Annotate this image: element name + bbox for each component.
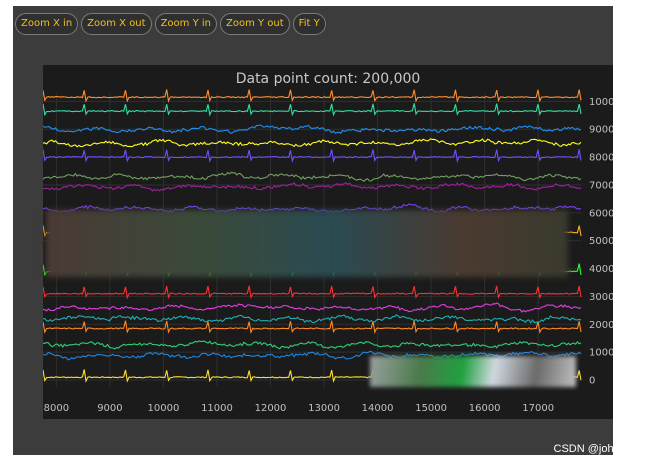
series-line <box>43 171 582 182</box>
series-line <box>43 89 582 104</box>
fit-y-button[interactable]: Fit Y <box>292 13 326 35</box>
y-tick-label: 10000 <box>589 97 613 108</box>
x-tick-label: 15000 <box>415 403 447 414</box>
x-tick-label: 12000 <box>255 403 287 414</box>
series-line <box>43 350 582 361</box>
series-line <box>43 103 582 117</box>
y-tick-label: 4000 <box>589 264 613 275</box>
series-line <box>43 138 582 148</box>
zoom-y-in-button[interactable]: Zoom Y in <box>154 13 217 35</box>
y-tick-label: 9000 <box>589 125 613 136</box>
plot-svg[interactable]: 8000 9000 10000 11000 12000 13000 14000 15000 16… <box>43 65 613 419</box>
chart-title: Data point count: 200,000 <box>235 71 421 87</box>
redacted-overlay-image <box>369 356 576 387</box>
series-line <box>43 320 582 335</box>
y-tick-label: 7000 <box>589 180 613 191</box>
x-tick-label: 17000 <box>522 403 554 414</box>
y-tick-label: 3000 <box>589 292 613 303</box>
series-line <box>43 340 582 350</box>
toolbar: Zoom X in Zoom X out Zoom Y in Zoom Y ou… <box>15 13 326 35</box>
y-tick-label: 5000 <box>589 236 613 247</box>
series-line <box>43 285 582 300</box>
y-tick-label: 6000 <box>589 208 613 219</box>
series-line <box>43 182 582 192</box>
x-tick-label: 8000 <box>44 403 69 414</box>
x-tick-label: 13000 <box>308 403 340 414</box>
x-tick-label: 10000 <box>148 403 180 414</box>
x-tick-label: 9000 <box>97 403 122 414</box>
chart-area[interactable]: 8000 9000 10000 11000 12000 13000 14000 15000 16… <box>43 65 613 419</box>
watermark: CSDN @john_dwh <box>553 443 647 455</box>
y-tick-label: 1000 <box>589 348 613 359</box>
zoom-y-out-button[interactable]: Zoom Y out <box>220 13 290 35</box>
y-tick-label: 2000 <box>589 320 613 331</box>
redacted-overlay <box>45 210 568 277</box>
series-line <box>43 314 582 324</box>
series-line <box>43 149 582 163</box>
zoom-x-in-button[interactable]: Zoom X in <box>15 13 79 35</box>
app-window: Zoom X in Zoom X out Zoom Y in Zoom Y ou… <box>13 6 613 455</box>
x-tick-label: 14000 <box>362 403 394 414</box>
y-tick-label: 8000 <box>589 153 613 164</box>
zoom-x-out-button[interactable]: Zoom X out <box>81 13 152 35</box>
series-line <box>43 124 582 135</box>
x-tick-label: 16000 <box>469 403 501 414</box>
series-line <box>43 302 582 313</box>
y-tick-label: 0 <box>589 376 595 387</box>
x-tick-label: 11000 <box>201 403 233 414</box>
